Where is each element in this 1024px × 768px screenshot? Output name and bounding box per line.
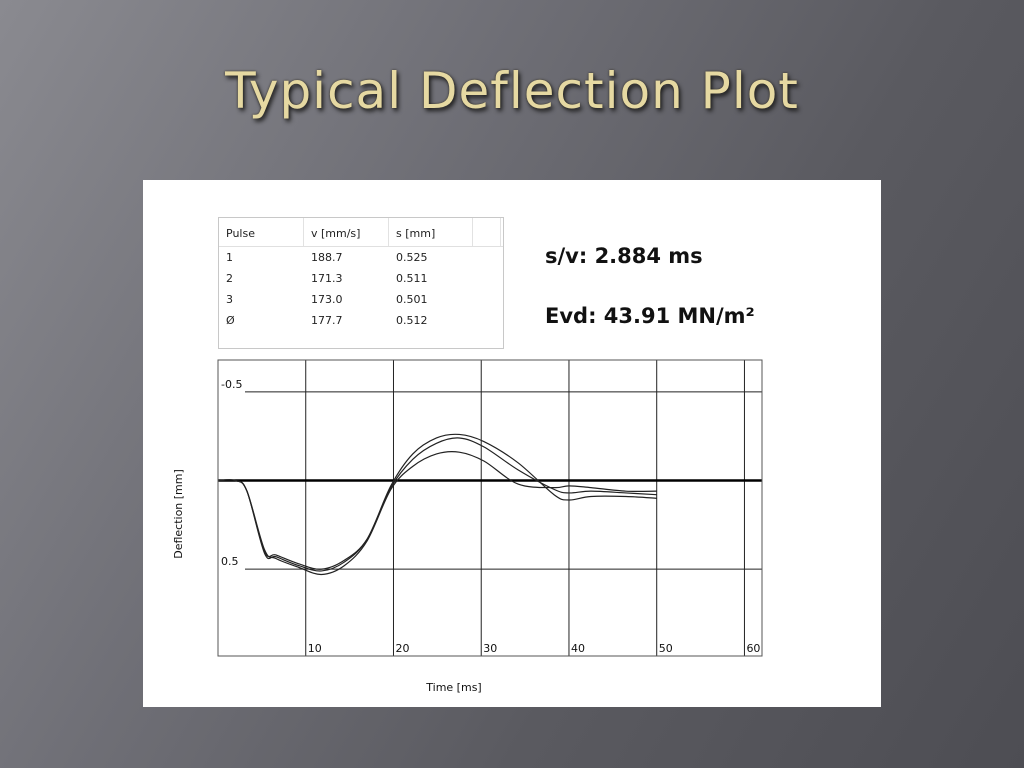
header-velocity[interactable]: v [mm/s] (304, 218, 389, 246)
x-tick-label: 10 (308, 642, 322, 655)
x-tick-label: 30 (483, 642, 497, 655)
series-line-3 (217, 450, 657, 576)
cell-pulse: 3 (226, 293, 233, 306)
sv-result: s/v: 2.884 ms (545, 244, 703, 268)
plot-frame (217, 359, 763, 657)
pulse-table: Pulse v [mm/s] s [mm] 1 188.7 0.525 2 17… (218, 217, 504, 349)
y-tick-label: -0.5 (221, 378, 242, 391)
cell-pulse: 2 (226, 272, 233, 285)
cell-deflection: 0.525 (396, 251, 428, 264)
table-row[interactable]: 3 173.0 0.501 (219, 289, 503, 310)
header-spacer (473, 218, 501, 246)
x-tick-label: 60 (746, 642, 760, 655)
table-row-average[interactable]: Ø 177.7 0.512 (219, 310, 503, 331)
y-axis-label: Deflection [mm] (172, 469, 185, 559)
cell-velocity: 173.0 (311, 293, 343, 306)
cell-deflection: 0.511 (396, 272, 428, 285)
cell-pulse: Ø (226, 314, 235, 327)
slide-title: Typical Deflection Plot (225, 62, 799, 120)
table-row[interactable]: 1 188.7 0.525 (219, 247, 503, 268)
series-line-2 (217, 433, 657, 572)
cell-velocity: 171.3 (311, 272, 343, 285)
table-row[interactable]: 2 171.3 0.511 (219, 268, 503, 289)
evd-result: Evd: 43.91 MN/m² (545, 304, 755, 328)
series-line-1 (217, 437, 657, 570)
cell-velocity: 177.7 (311, 314, 343, 327)
table-header: Pulse v [mm/s] s [mm] (219, 218, 503, 247)
chart-series (217, 433, 657, 576)
cell-velocity: 188.7 (311, 251, 343, 264)
chart-ticks: 10 20 30 40 50 60 -0.5 0.5 (221, 378, 760, 655)
x-axis-label: Time [ms] (425, 681, 481, 694)
cell-deflection: 0.512 (396, 314, 428, 327)
cell-deflection: 0.501 (396, 293, 428, 306)
x-tick-label: 20 (395, 642, 409, 655)
deflection-chart: 10 20 30 40 50 60 -0.5 0.5 Time [ms] Deflection… (172, 359, 763, 694)
x-tick-label: 50 (659, 642, 673, 655)
content-panel: Pulse v [mm/s] s [mm] 1 188.7 0.525 2 17… (143, 180, 881, 707)
header-deflection[interactable]: s [mm] (389, 218, 473, 246)
chart-grid (218, 360, 762, 656)
header-pulse[interactable]: Pulse (219, 218, 304, 246)
cell-pulse: 1 (226, 251, 233, 264)
x-tick-label: 40 (571, 642, 585, 655)
y-tick-label: 0.5 (221, 555, 239, 568)
